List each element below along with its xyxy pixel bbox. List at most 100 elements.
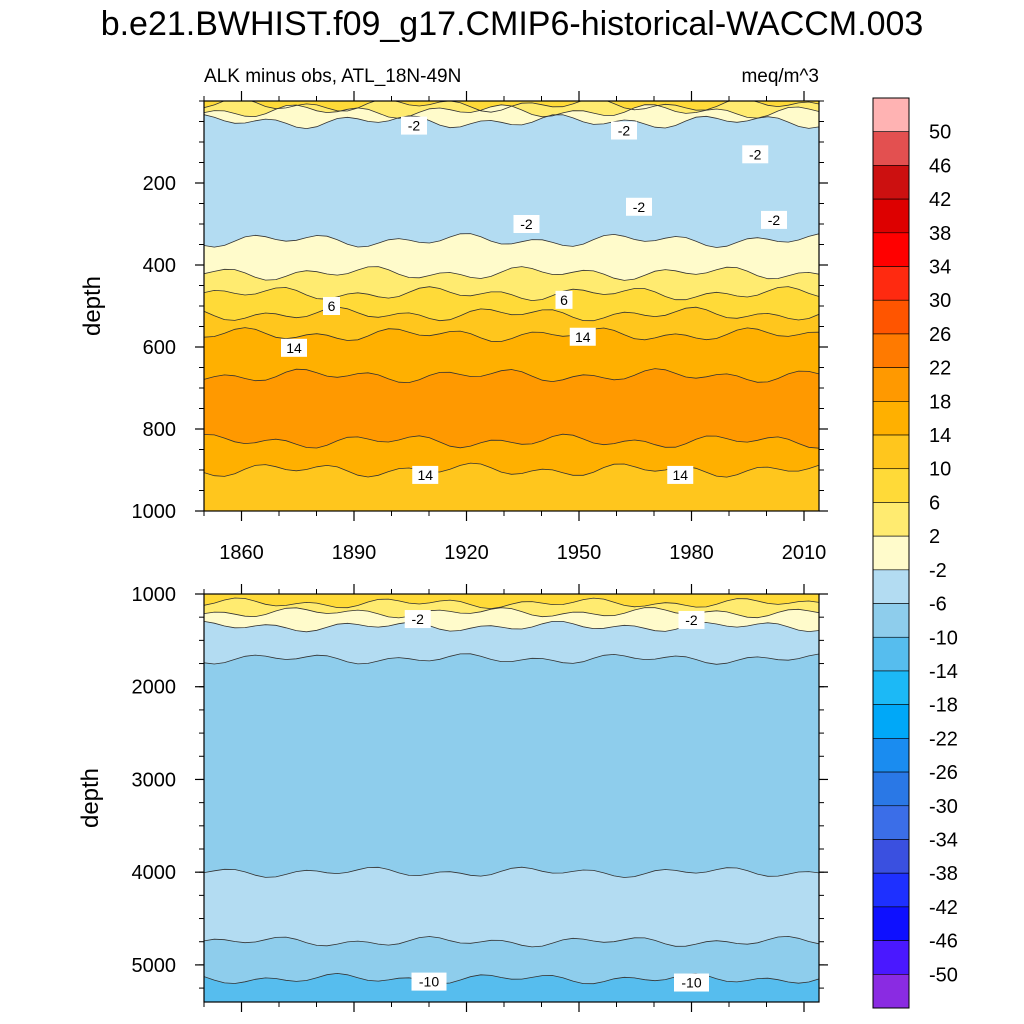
y-tick-label: 1000	[132, 501, 177, 523]
contour-band	[204, 607, 819, 632]
contour-band	[204, 936, 819, 984]
svg-text:-2: -2	[412, 611, 425, 627]
contour-label: -2	[761, 210, 787, 229]
colorbar-swatch	[872, 97, 910, 133]
colorbar-label: -46	[929, 931, 958, 953]
colorbar-label: 22	[929, 358, 951, 380]
colorbar-swatch	[872, 367, 910, 402]
contour-line	[204, 653, 819, 665]
colorbar-swatch	[872, 670, 910, 705]
contour-band	[204, 266, 819, 301]
colorbar-label: -50	[929, 964, 958, 986]
lower-panel: -2 -2 -10 -10 1000 2000 3000 4000 5000 depth	[77, 584, 828, 1012]
colorbar-swatch	[872, 535, 910, 571]
colorbar-label: 30	[929, 290, 951, 312]
upper-contour-lines	[204, 101, 819, 478]
colorbar-label: -42	[929, 897, 958, 919]
colorbar-swatch	[872, 906, 910, 941]
lower-y-axis-label: depth	[77, 768, 104, 828]
colorbar-label: -18	[929, 695, 958, 717]
contour-label: 14	[281, 338, 307, 357]
x-tick-label: 1920	[444, 542, 489, 564]
upper-contour-labels: -2 -2 -2 -2 -2 -2 6 6 14 14 14 14	[281, 116, 787, 484]
y-tick-label: 2000	[132, 677, 177, 699]
contour-line	[204, 935, 819, 948]
contour-line	[204, 621, 819, 633]
contour-band	[204, 233, 819, 281]
colorbar-swatch	[872, 603, 910, 638]
colorbar-label: 34	[929, 257, 951, 279]
contour-band	[204, 463, 819, 511]
contour-band	[204, 621, 819, 665]
x-tick-label: 2010	[782, 542, 827, 564]
colorbar-label: 18	[929, 391, 951, 413]
units-string: meq/m^3	[741, 66, 819, 87]
colorbar-label: 2	[929, 526, 940, 548]
lower-contour-lines	[204, 597, 819, 985]
y-tick-label: 4000	[132, 862, 177, 884]
colorbar-label: -26	[929, 762, 958, 784]
contour-line	[204, 114, 819, 130]
colorbar-swatch	[872, 805, 910, 840]
contour-line	[204, 597, 819, 610]
colorbar-label: -30	[929, 796, 958, 818]
colorbar-swatch	[872, 434, 910, 470]
svg-text:14: 14	[286, 340, 302, 356]
y-tick-label: 3000	[132, 769, 177, 791]
colorbar-swatch	[872, 131, 910, 166]
svg-text:-10: -10	[419, 974, 439, 990]
contour-line	[204, 972, 819, 985]
svg-text:6: 6	[328, 298, 336, 314]
colorbar-swatch	[872, 940, 910, 975]
svg-text:-2: -2	[768, 212, 781, 228]
lower-plot-frame	[203, 593, 820, 1003]
svg-text:-2: -2	[618, 123, 631, 139]
contour-band	[204, 434, 819, 478]
contour-label: 14	[667, 465, 694, 484]
colorbar-swatch	[872, 299, 910, 335]
svg-text:14: 14	[575, 329, 591, 345]
colorbar-label: 50	[929, 122, 951, 144]
colorbar-label: -2	[929, 560, 947, 582]
contour-band	[204, 114, 819, 248]
contour-band	[204, 594, 819, 609]
contour-label: -2	[513, 215, 540, 233]
colorbar-label: -10	[929, 627, 958, 649]
svg-text:-2: -2	[633, 199, 646, 215]
contour-band	[204, 327, 819, 383]
colorbar-swatch	[872, 266, 910, 301]
contour-line	[204, 266, 819, 281]
colorbar-swatch	[872, 872, 910, 908]
colorbar-label: 14	[929, 425, 951, 447]
contour-label: 6	[555, 290, 573, 309]
colorbar-swatch	[872, 502, 910, 537]
contour-label: -2	[678, 610, 705, 629]
colorbar-swatch	[872, 704, 910, 739]
contour-band	[204, 368, 819, 449]
left-string: ALK minus obs, ATL_18N-49N	[204, 66, 461, 87]
colorbar-swatch	[872, 333, 910, 368]
colorbar-swatch	[872, 738, 910, 773]
colorbar: 50 46 42 38 34 30 26 22 18 14 10 6 2 -2 -6 -10 -14 -18 -22…	[872, 97, 958, 1009]
upper-y-axis-label: depth	[79, 276, 106, 336]
contour-band	[204, 101, 819, 113]
contour-label: -2	[404, 610, 431, 629]
contour-line	[204, 866, 819, 878]
contour-label: -2	[611, 121, 637, 140]
contour-band	[204, 653, 819, 878]
contour-band	[204, 973, 819, 1002]
contour-line	[204, 306, 819, 322]
y-tick-label: 1000	[132, 584, 177, 606]
contour-line	[204, 327, 819, 342]
colorbar-label: 42	[929, 189, 951, 211]
contour-line	[204, 607, 819, 619]
colorbar-label: -34	[929, 829, 958, 851]
contour-band	[204, 867, 819, 947]
contour-band	[204, 104, 819, 129]
colorbar-label: 26	[929, 324, 951, 346]
contour-label: -2	[626, 197, 652, 216]
svg-text:14: 14	[417, 467, 433, 483]
colorbar-label: -14	[929, 661, 958, 683]
x-tick-label: 1860	[219, 542, 264, 564]
